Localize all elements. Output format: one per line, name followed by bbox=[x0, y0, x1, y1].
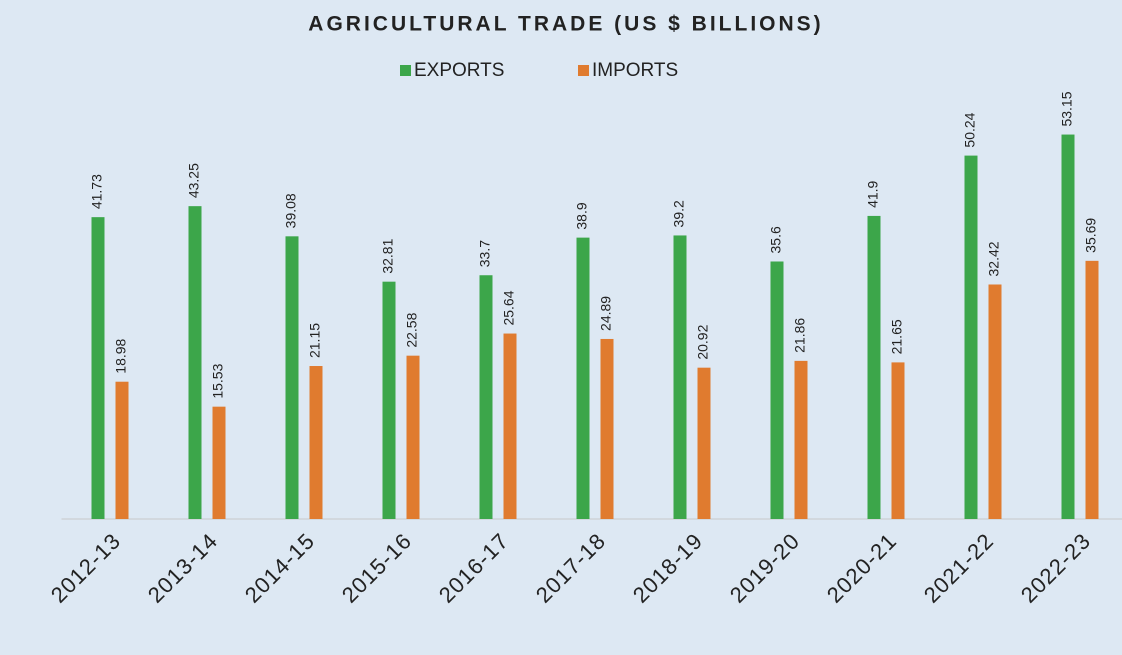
bar bbox=[91, 217, 105, 519]
bar bbox=[382, 281, 396, 519]
value-label: 43.25 bbox=[186, 163, 202, 198]
legend-label: EXPORTS bbox=[414, 60, 504, 81]
bar bbox=[576, 237, 590, 519]
value-label: 39.08 bbox=[283, 193, 299, 228]
value-label: 20.92 bbox=[695, 324, 711, 359]
legend-label: IMPORTS bbox=[592, 60, 678, 81]
value-label: 53.15 bbox=[1059, 91, 1075, 126]
value-label: 38.9 bbox=[574, 202, 590, 229]
bar bbox=[988, 284, 1002, 519]
bar bbox=[503, 333, 517, 519]
value-label: 25.64 bbox=[501, 290, 517, 325]
bar bbox=[697, 367, 711, 519]
value-label: 32.42 bbox=[986, 241, 1002, 276]
value-label: 41.9 bbox=[865, 180, 881, 207]
value-label: 21.86 bbox=[792, 318, 808, 353]
value-label: 50.24 bbox=[962, 112, 978, 147]
value-label: 39.2 bbox=[671, 200, 687, 227]
bar bbox=[285, 236, 299, 519]
bar bbox=[770, 261, 784, 519]
value-label: 32.81 bbox=[380, 238, 396, 273]
bar bbox=[600, 338, 614, 519]
bar bbox=[673, 235, 687, 519]
bar bbox=[479, 275, 493, 519]
bar bbox=[794, 360, 808, 519]
bar bbox=[115, 381, 129, 519]
bar bbox=[212, 406, 226, 519]
value-label: 15.53 bbox=[210, 363, 226, 398]
value-label: 21.15 bbox=[307, 323, 323, 358]
value-label: 41.73 bbox=[89, 174, 105, 209]
bar bbox=[867, 215, 881, 519]
bar bbox=[891, 362, 905, 519]
value-label: 24.89 bbox=[598, 296, 614, 331]
bar bbox=[309, 366, 323, 519]
bar bbox=[406, 355, 420, 519]
bar bbox=[1085, 260, 1099, 519]
value-label: 18.98 bbox=[113, 338, 129, 373]
value-label: 33.7 bbox=[477, 240, 493, 267]
value-label: 35.6 bbox=[768, 226, 784, 253]
value-label: 35.69 bbox=[1083, 218, 1099, 253]
value-label: 22.58 bbox=[404, 312, 420, 347]
bar bbox=[964, 155, 978, 519]
chart-title: AGRICULTURAL TRADE (US $ BILLIONS) bbox=[308, 13, 823, 36]
value-label: 21.65 bbox=[889, 319, 905, 354]
legend-swatch bbox=[578, 65, 589, 76]
bar bbox=[188, 206, 202, 520]
bar bbox=[1061, 134, 1075, 519]
legend-swatch bbox=[400, 65, 411, 76]
